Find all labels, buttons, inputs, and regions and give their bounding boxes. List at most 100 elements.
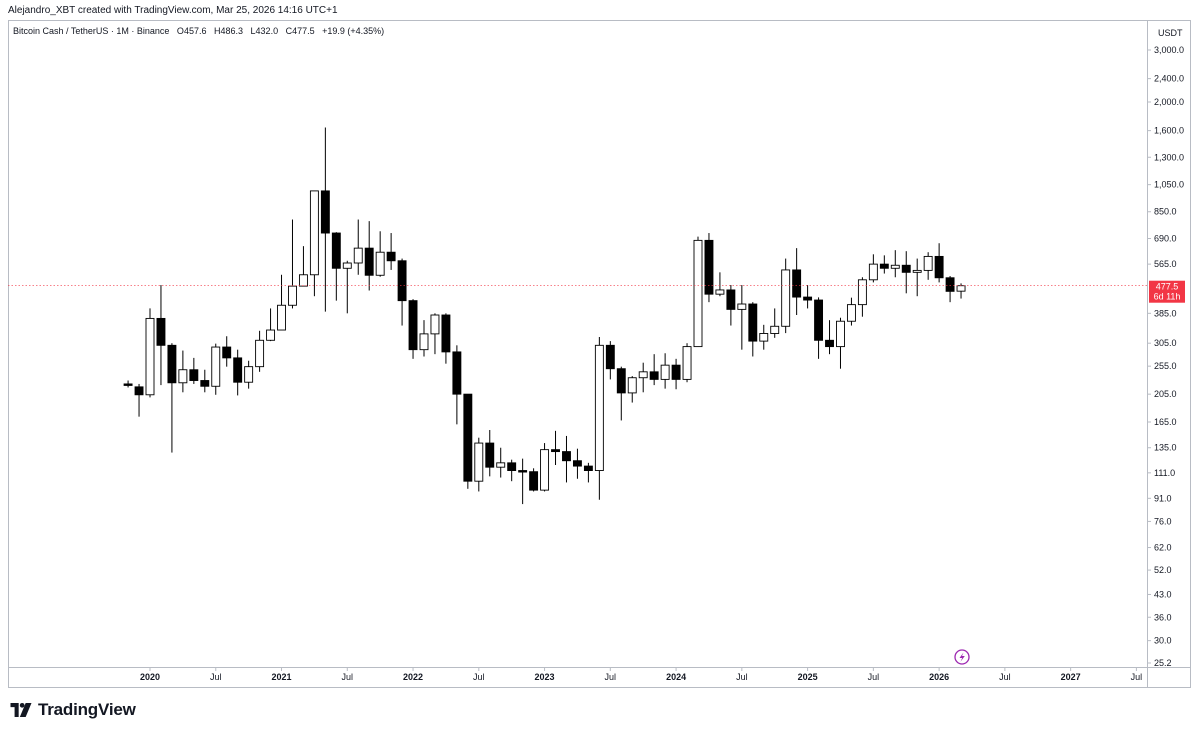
candle[interactable]: [605, 341, 615, 380]
candle[interactable]: [474, 437, 484, 492]
candle[interactable]: [507, 459, 517, 482]
candle[interactable]: [244, 360, 254, 389]
candle[interactable]: [540, 443, 550, 492]
candle[interactable]: [737, 285, 747, 350]
candle[interactable]: [156, 285, 166, 386]
candle[interactable]: [638, 362, 648, 393]
candle[interactable]: [627, 376, 637, 403]
candle-body-up: [956, 285, 966, 292]
time-axis: 2020 Jul 2021 Jul 2022 Jul 2023 Jul 2024 Jul 2025 J…: [140, 667, 1142, 682]
candle[interactable]: [594, 337, 604, 500]
candle[interactable]: [331, 232, 341, 301]
open-value: 457.6: [183, 26, 207, 36]
candle[interactable]: [145, 308, 155, 398]
candle[interactable]: [178, 350, 188, 393]
candle[interactable]: [397, 258, 407, 326]
candle[interactable]: [364, 221, 374, 291]
candle[interactable]: [726, 285, 736, 326]
candle[interactable]: [309, 190, 319, 297]
close-label: C: [285, 26, 293, 36]
candle[interactable]: [123, 380, 133, 388]
candle[interactable]: [846, 297, 856, 326]
candle[interactable]: [222, 336, 232, 367]
candle[interactable]: [288, 219, 297, 309]
candle-body-down: [704, 239, 714, 295]
candle[interactable]: [441, 313, 451, 364]
candle-body-up: [145, 317, 155, 396]
candle[interactable]: [616, 366, 626, 421]
time-tick-label: 2023: [535, 672, 555, 682]
candle[interactable]: [419, 320, 429, 357]
candle[interactable]: [485, 430, 495, 477]
candle[interactable]: [408, 299, 418, 359]
candle[interactable]: [342, 260, 352, 314]
candle[interactable]: [353, 219, 363, 275]
candle[interactable]: [529, 468, 539, 492]
candle[interactable]: [134, 383, 144, 417]
candle[interactable]: [375, 231, 385, 277]
candle[interactable]: [715, 272, 725, 297]
candle[interactable]: [298, 246, 308, 287]
candle[interactable]: [660, 353, 670, 389]
candle[interactable]: [266, 308, 276, 342]
open-label: O: [176, 26, 184, 36]
candle[interactable]: [463, 393, 473, 489]
time-tick-label: 2027: [1061, 672, 1081, 682]
candle[interactable]: [496, 447, 506, 478]
candle[interactable]: [452, 345, 462, 425]
candle[interactable]: [255, 330, 265, 372]
candle[interactable]: [189, 357, 199, 384]
candle[interactable]: [386, 233, 396, 270]
candle[interactable]: [836, 317, 845, 369]
candle[interactable]: [934, 243, 944, 283]
candle[interactable]: [912, 258, 922, 297]
candle[interactable]: [551, 430, 560, 465]
candle[interactable]: [704, 233, 714, 303]
candle[interactable]: [518, 458, 528, 505]
price-tag-background: [1149, 280, 1185, 303]
candle[interactable]: [167, 343, 177, 453]
candle-body-up: [309, 190, 319, 276]
candle[interactable]: [857, 277, 867, 317]
candle[interactable]: [770, 308, 780, 338]
candle[interactable]: [759, 324, 769, 350]
candle[interactable]: [682, 343, 692, 383]
candle[interactable]: [868, 254, 878, 283]
candle[interactable]: [649, 354, 659, 386]
time-tick-label: Jul: [605, 672, 617, 682]
candle[interactable]: [693, 236, 703, 348]
candle[interactable]: [879, 255, 889, 274]
candle-body-up: [419, 333, 429, 351]
price-tick-label: 3,000.0: [1154, 45, 1184, 55]
candle[interactable]: [803, 285, 813, 309]
candle[interactable]: [671, 358, 681, 390]
candle[interactable]: [562, 435, 571, 483]
candle-body-down: [792, 269, 802, 298]
candle[interactable]: [825, 320, 834, 355]
candle[interactable]: [430, 313, 440, 355]
candle[interactable]: [200, 369, 210, 393]
tradingview-logo[interactable]: TradingView: [10, 700, 136, 720]
candle[interactable]: [814, 297, 824, 359]
candle[interactable]: [890, 250, 900, 278]
price-unit-label: USDT: [1158, 28, 1183, 38]
candle[interactable]: [211, 343, 221, 395]
candle-body-up: [660, 364, 670, 380]
candle[interactable]: [901, 251, 911, 294]
candle[interactable]: [583, 462, 593, 483]
chart-frame: [8, 20, 1191, 688]
candle-body-down: [408, 300, 418, 351]
candle[interactable]: [277, 274, 286, 331]
candle[interactable]: [792, 248, 802, 316]
candle[interactable]: [748, 302, 758, 357]
candle[interactable]: [572, 448, 582, 479]
candle[interactable]: [945, 276, 955, 303]
candle[interactable]: [320, 127, 330, 312]
lightning-icon[interactable]: [954, 649, 970, 665]
candle-body-up: [496, 462, 506, 468]
candle[interactable]: [923, 252, 933, 280]
price-tick-label: 2,000.0: [1154, 97, 1184, 107]
candle[interactable]: [781, 258, 791, 334]
candle[interactable]: [233, 349, 243, 396]
